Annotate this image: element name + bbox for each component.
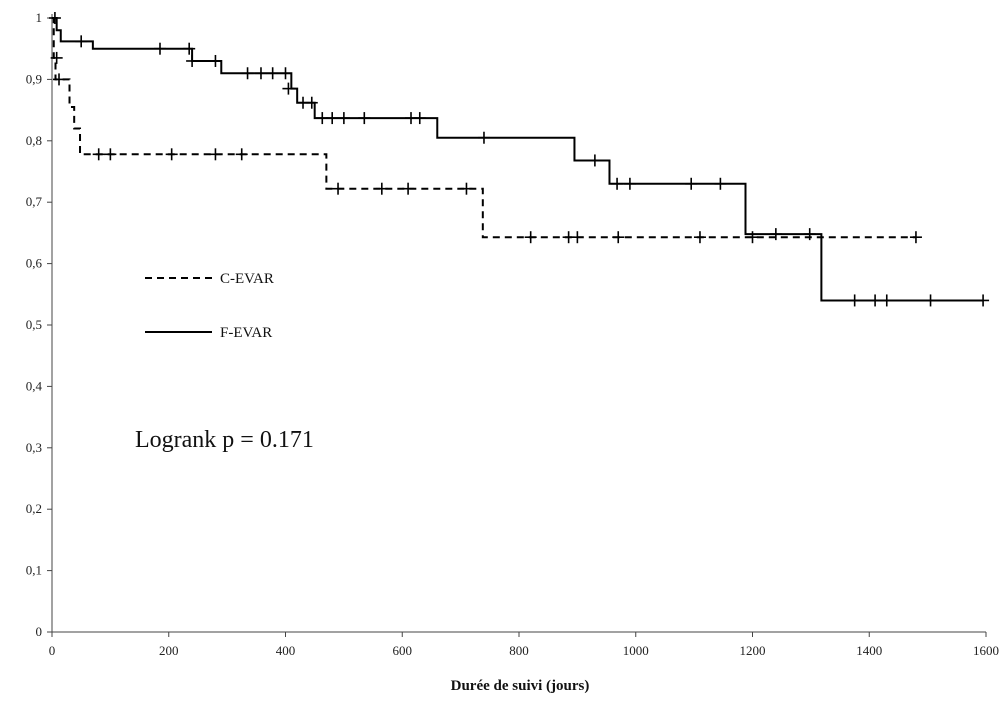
y-tick-label: 0,5 xyxy=(26,317,42,332)
y-tick-label: 0,9 xyxy=(26,71,42,86)
y-tick-label: 0,2 xyxy=(26,501,42,516)
censor-mark-f-evar xyxy=(977,294,990,307)
censor-mark-f-evar xyxy=(75,35,88,48)
censor-mark-c-evar xyxy=(53,73,66,86)
censor-mark-f-evar xyxy=(869,294,882,307)
censor-mark-f-evar xyxy=(848,294,861,307)
y-tick-label: 0,4 xyxy=(26,378,43,393)
legend-item-c-evar: C-EVAR xyxy=(145,271,274,287)
x-axis-title: Durée de suivi (jours) xyxy=(451,678,590,694)
censor-mark-f-evar xyxy=(880,294,893,307)
censor-mark-c-evar xyxy=(460,182,473,195)
censor-mark-f-evar xyxy=(623,177,636,190)
series-c-evar xyxy=(48,12,922,244)
censor-mark-f-evar xyxy=(153,42,166,55)
y-tick-label: 0,6 xyxy=(26,256,43,271)
censor-mark-f-evar xyxy=(477,131,490,144)
censor-mark-f-evar xyxy=(266,67,279,80)
censor-mark-f-evar xyxy=(358,112,371,125)
censor-mark-c-evar xyxy=(909,231,922,244)
logrank-annotation: Logrank p = 0.171 xyxy=(135,427,314,453)
censor-mark-f-evar xyxy=(769,228,782,241)
axes xyxy=(51,14,986,633)
censor-mark-f-evar xyxy=(241,67,254,80)
censor-mark-f-evar xyxy=(337,112,350,125)
x-tick-label: 1400 xyxy=(856,643,882,658)
y-tick-label: 0,3 xyxy=(26,440,42,455)
x-tick-label: 800 xyxy=(509,643,529,658)
censor-mark-f-evar xyxy=(186,54,199,67)
censor-mark-f-evar xyxy=(413,112,426,125)
censor-mark-c-evar xyxy=(524,231,537,244)
censor-mark-f-evar xyxy=(714,177,727,190)
y-tick-label: 0,7 xyxy=(26,194,43,209)
censor-mark-c-evar xyxy=(92,148,105,161)
x-tick-label: 0 xyxy=(49,643,56,658)
censor-mark-f-evar xyxy=(924,294,937,307)
censor-mark-f-evar xyxy=(588,154,601,167)
censor-mark-c-evar xyxy=(235,148,248,161)
y-tick-label: 0,1 xyxy=(26,563,42,578)
x-axis-ticks: 0 200 400 600 800 1000 1200 1400 1600 xyxy=(49,632,999,658)
y-tick-label: 1 xyxy=(36,10,43,25)
series-layer xyxy=(48,12,990,307)
censor-mark-c-evar xyxy=(104,148,117,161)
censor-mark-f-evar xyxy=(282,82,295,95)
x-tick-label: 400 xyxy=(276,643,296,658)
series-f-evar xyxy=(52,17,990,307)
censor-mark-c-evar xyxy=(402,182,415,195)
censor-mark-c-evar xyxy=(165,148,178,161)
censor-mark-c-evar xyxy=(50,51,63,64)
x-tick-label: 600 xyxy=(393,643,413,658)
censor-mark-c-evar xyxy=(571,231,584,244)
x-tick-label: 200 xyxy=(159,643,179,658)
censor-mark-f-evar xyxy=(279,67,292,80)
x-tick-label: 1200 xyxy=(740,643,766,658)
series-line-c-evar xyxy=(52,17,916,239)
censor-mark-f-evar xyxy=(305,96,318,109)
y-axis-ticks: 0 0,1 0,2 0,3 0,4 0,5 0,6 0,7 0,8 0,9 1 xyxy=(26,10,52,639)
censor-mark-c-evar xyxy=(332,182,345,195)
legend-label-c-evar: C-EVAR xyxy=(220,271,274,287)
x-tick-label: 1000 xyxy=(623,643,649,658)
censor-mark-f-evar xyxy=(611,177,624,190)
y-tick-label: 0 xyxy=(36,624,43,639)
legend: C-EVAR F-EVAR xyxy=(145,271,274,341)
censor-mark-f-evar xyxy=(803,228,816,241)
censor-mark-c-evar xyxy=(375,182,388,195)
legend-item-f-evar: F-EVAR xyxy=(145,325,272,341)
censor-mark-c-evar xyxy=(209,148,222,161)
censor-mark-f-evar xyxy=(209,54,222,67)
x-tick-label: 1600 xyxy=(973,643,999,658)
y-tick-label: 0,8 xyxy=(26,133,42,148)
censor-mark-f-evar xyxy=(326,112,339,125)
censor-mark-c-evar xyxy=(612,231,625,244)
censor-mark-f-evar xyxy=(183,42,196,55)
censor-mark-f-evar xyxy=(254,67,267,80)
censor-mark-c-evar xyxy=(693,231,706,244)
legend-label-f-evar: F-EVAR xyxy=(220,325,272,341)
censor-mark-c-evar xyxy=(746,231,759,244)
censor-mark-f-evar xyxy=(685,177,698,190)
